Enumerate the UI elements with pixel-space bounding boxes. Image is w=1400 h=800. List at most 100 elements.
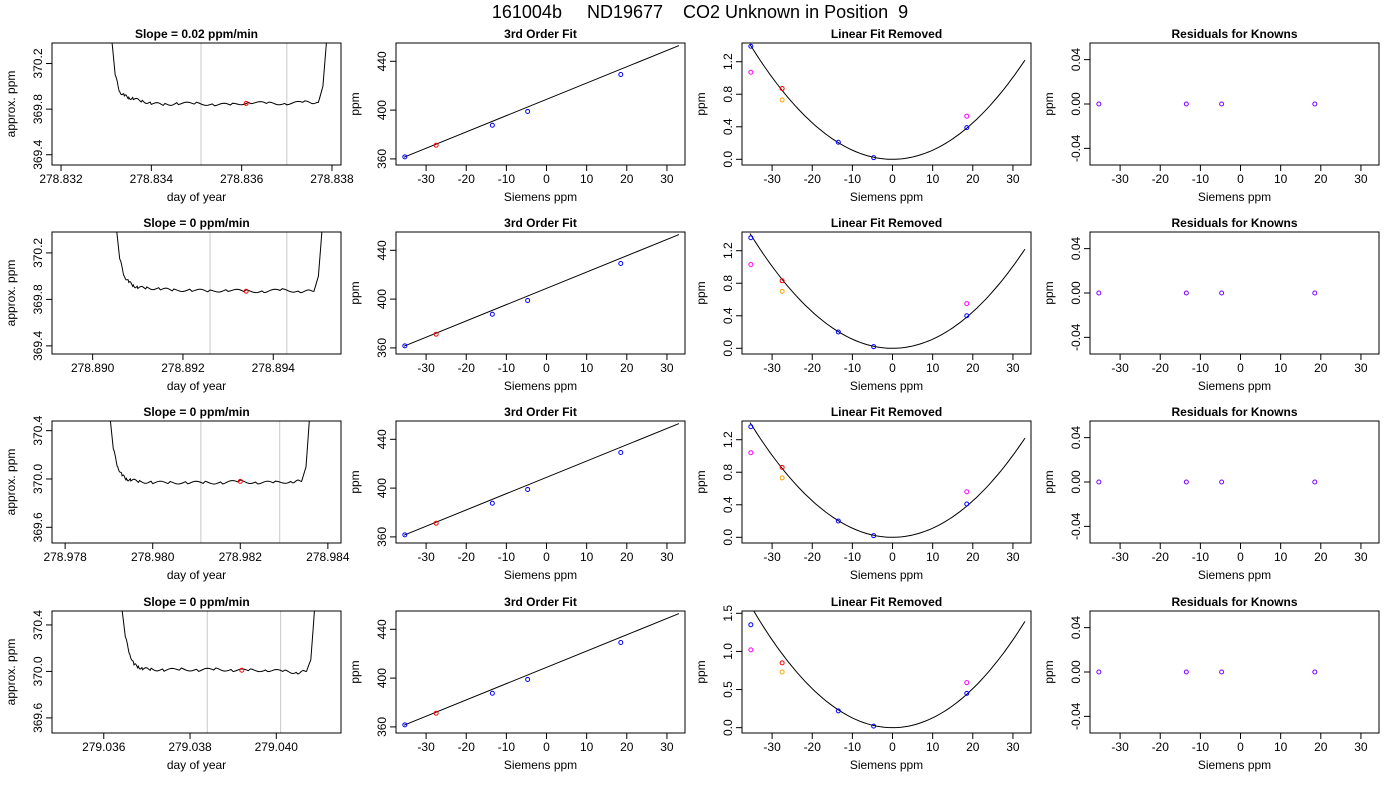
- plot-area: [111, 43, 327, 165]
- chart-panel: 3rd Order Fit Siemens ppm ppm -30 -20 -10 0 10 2…: [348, 27, 686, 204]
- x-axis-label: Siemens ppm: [850, 190, 923, 204]
- ppm-trace-line: [109, 421, 310, 485]
- x-tick-label: 0: [889, 361, 896, 375]
- x-tick-label: 30: [1354, 550, 1368, 564]
- y-axis-label: ppm: [348, 660, 362, 683]
- x-tick-label: 20: [620, 550, 634, 564]
- x-tick-label: -30: [1111, 361, 1129, 375]
- chart-panel: Slope = 0 ppm/min day of year approx. ppm 2…: [4, 595, 342, 772]
- data-point: [489, 311, 495, 317]
- x-tick-label: -30: [1111, 740, 1129, 754]
- x-tick-label: 10: [1274, 550, 1288, 564]
- x-tick-label: 30: [660, 740, 674, 754]
- x-tick-label: 30: [1006, 172, 1020, 186]
- x-tick-label: 278.982: [219, 550, 263, 564]
- x-tick-label: 0: [1237, 172, 1244, 186]
- data-point: [525, 676, 531, 682]
- data-point: [525, 297, 531, 303]
- x-tick-label: 20: [966, 172, 980, 186]
- x-tick-label: 0: [543, 172, 550, 186]
- data-point: [618, 71, 624, 77]
- data-point: [1183, 101, 1189, 107]
- y-axis-label: ppm: [694, 92, 708, 115]
- plot-area: [1096, 290, 1318, 296]
- y-axis-label: ppm: [348, 470, 362, 493]
- x-tick-label: -30: [1111, 550, 1129, 564]
- data-point: [433, 142, 439, 148]
- x-tick-label: -30: [763, 172, 781, 186]
- y-tick-label: 0.4: [721, 496, 735, 513]
- data-point: [402, 532, 408, 538]
- x-axis-label: Siemens ppm: [504, 379, 577, 393]
- chart-title: Residuals for Knowns: [1171, 595, 1297, 609]
- data-point: [779, 660, 785, 666]
- x-tick-label: 278.894: [252, 361, 296, 375]
- x-tick-label: -20: [804, 172, 822, 186]
- plot-area: [116, 232, 323, 354]
- x-tick-label: -30: [417, 361, 435, 375]
- x-tick-label: -20: [458, 550, 476, 564]
- x-axis-label: Siemens ppm: [504, 568, 577, 582]
- x-tick-label: -20: [458, 361, 476, 375]
- x-tick-label: 279.040: [255, 740, 299, 754]
- data-point: [835, 708, 841, 714]
- x-tick-label: -20: [1152, 740, 1170, 754]
- y-tick-label: 0.0: [721, 719, 735, 736]
- x-tick-label: -20: [1152, 550, 1170, 564]
- y-tick-label: 0.8: [721, 464, 735, 481]
- data-point: [525, 486, 531, 492]
- y-tick-label: 1.5: [721, 605, 735, 622]
- x-tick-label: 20: [620, 172, 634, 186]
- x-tick-label: -10: [498, 361, 516, 375]
- chart-title: Slope = 0 ppm/min: [143, 216, 249, 230]
- x-tick-label: 30: [1006, 361, 1020, 375]
- data-point: [964, 313, 970, 319]
- mean-point: [243, 100, 249, 106]
- x-tick-label: 10: [1274, 172, 1288, 186]
- x-tick-label: -30: [763, 361, 781, 375]
- y-tick-label: 0.00: [1069, 470, 1083, 494]
- y-tick-label: 370.4: [31, 415, 45, 445]
- x-tick-label: 10: [580, 550, 594, 564]
- data-point: [618, 449, 624, 455]
- chart-panel: 3rd Order Fit Siemens ppm ppm -30 -20 -10 0 10 2…: [348, 595, 686, 772]
- chart-title: Linear Fit Removed: [831, 216, 942, 230]
- fit-line: [403, 45, 680, 158]
- x-tick-label: -20: [804, 740, 822, 754]
- plot-area: [109, 421, 310, 543]
- data-point: [964, 501, 970, 507]
- y-tick-label: 369.8: [31, 284, 45, 314]
- plot-frame: [395, 610, 686, 734]
- y-axis-label: approx. ppm: [4, 449, 18, 516]
- data-point: [1096, 479, 1102, 485]
- y-tick-label: 360: [375, 527, 389, 547]
- y-axis-label: ppm: [1042, 92, 1056, 115]
- data-point: [748, 262, 754, 268]
- x-tick-label: 0: [889, 172, 896, 186]
- x-tick-label: 278.834: [130, 172, 174, 186]
- x-tick-label: 0: [889, 740, 896, 754]
- quadratic-curve: [749, 422, 1026, 538]
- y-tick-label: -0.04: [1069, 134, 1083, 162]
- x-axis-label: Siemens ppm: [850, 568, 923, 582]
- x-tick-label: -30: [763, 550, 781, 564]
- plot-frame: [741, 42, 1032, 166]
- quadratic-curve: [749, 44, 1026, 160]
- data-point: [1183, 479, 1189, 485]
- chart-title: Linear Fit Removed: [831, 27, 942, 41]
- data-point: [779, 464, 785, 470]
- y-tick-label: 0.04: [1069, 426, 1083, 450]
- quadratic-curve: [753, 611, 1026, 729]
- x-tick-label: 278.832: [39, 172, 83, 186]
- y-axis-label: ppm: [694, 470, 708, 493]
- plot-area: [1096, 101, 1318, 107]
- y-tick-label: 1.0: [721, 643, 735, 660]
- y-axis-label: ppm: [1042, 470, 1056, 493]
- y-tick-label: 440: [375, 619, 389, 639]
- y-tick-label: 400: [375, 668, 389, 688]
- plot-frame: [1089, 42, 1380, 166]
- y-tick-label: 0.04: [1069, 237, 1083, 261]
- x-axis-label: Siemens ppm: [1198, 568, 1271, 582]
- page-title: 161004b ND19677 CO2 Unknown in Position …: [491, 2, 909, 22]
- y-axis-label: ppm: [1042, 660, 1056, 683]
